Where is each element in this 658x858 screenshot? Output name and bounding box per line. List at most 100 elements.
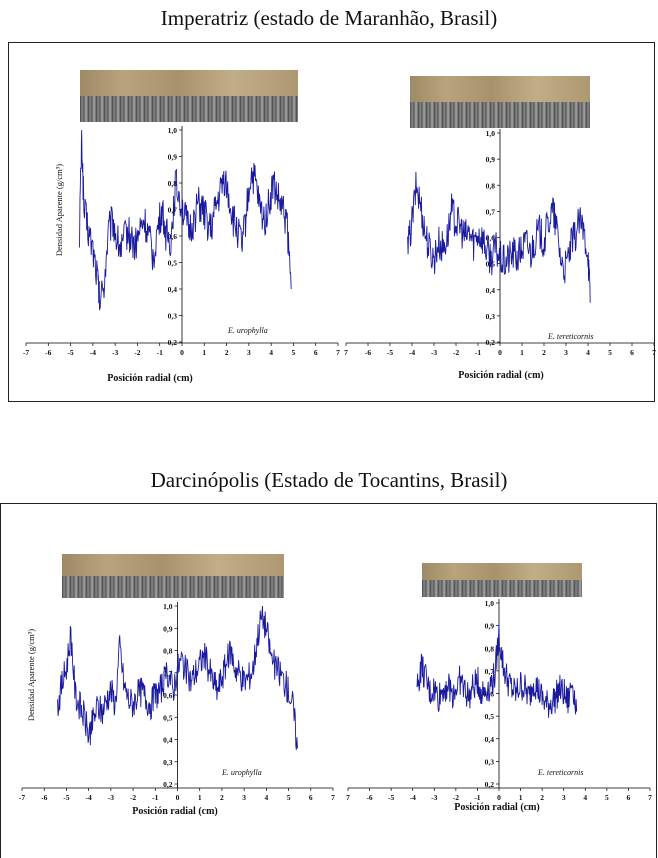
x-tick-label: -3 <box>108 793 114 802</box>
x-tick-label: -6 <box>41 793 47 802</box>
y-tick-label: 0,3 <box>163 758 173 767</box>
y-tick-label: 0,5 <box>485 712 495 721</box>
x-tick-label: -5 <box>387 348 393 357</box>
x-tick-label: 6 <box>309 793 313 802</box>
x-tick-label: -2 <box>134 348 140 357</box>
y-tick-label: 0,8 <box>486 181 496 190</box>
x-tick-label: -4 <box>90 348 96 357</box>
x-tick-label: 7 <box>648 793 652 802</box>
x-tick-label: 6 <box>630 348 634 357</box>
section-title-darcinopolis: Darcinópolis (Estado de Tocantins, Brasi… <box>150 468 508 492</box>
y-tick-label: 0,5 <box>163 713 173 722</box>
x-tick-label: -5 <box>67 348 73 357</box>
x-tick-label: -7 <box>19 793 25 802</box>
y-tick-label: 0,7 <box>485 667 495 676</box>
chart-frame-darcinopolis <box>0 503 657 858</box>
x-tick-label: -3 <box>431 348 437 357</box>
y-tick-label: 0,9 <box>486 155 496 164</box>
y-tick-label: 0,2 <box>168 338 178 347</box>
wood-sample-image-2 <box>410 76 590 128</box>
x-tick-label: 1 <box>202 348 206 357</box>
x-tick-label: 1 <box>520 348 524 357</box>
y-tick-label: 0,3 <box>485 757 495 766</box>
x-tick-label: -5 <box>63 793 69 802</box>
x-tick-label: 2 <box>542 348 546 357</box>
y-axis-label: Densidad Aparente (g/cm³) <box>26 629 36 721</box>
y-tick-label: 0,7 <box>163 669 173 678</box>
wood-sample-image-3 <box>62 554 284 598</box>
x-tick-label: 4 <box>264 793 268 802</box>
series-line <box>407 171 591 303</box>
y-tick-label: 0,7 <box>168 206 178 215</box>
species-label: E. tereticornis <box>547 332 593 341</box>
y-tick-label: 0,7 <box>486 207 496 216</box>
x-tick-label: 7 <box>331 793 335 802</box>
y-tick-label: 1,0 <box>163 602 173 611</box>
y-tick-label: 0,8 <box>168 179 178 188</box>
x-tick-label: -1 <box>475 348 481 357</box>
y-tick-label: 0,4 <box>486 286 496 295</box>
y-tick-label: 0,3 <box>486 312 496 321</box>
x-tick-label: -2 <box>130 793 136 802</box>
x-tick-label: -6 <box>45 348 51 357</box>
x-tick-label: -3 <box>112 348 118 357</box>
y-tick-label: 0,2 <box>163 780 173 789</box>
x-tick-label: 7 <box>336 348 340 357</box>
x-tick-label: -7 <box>23 348 29 357</box>
x-tick-label: 7 <box>344 348 348 357</box>
species-label: E. urophylla <box>227 326 268 335</box>
x-tick-label: 5 <box>287 793 291 802</box>
section-title-imperatriz: Imperatriz (estado de Maranhão, Brasil) <box>160 6 498 30</box>
y-tick-label: 1,0 <box>168 126 178 135</box>
x-tick-label: -1 <box>152 793 158 802</box>
x-tick-label: -1 <box>474 793 480 802</box>
y-tick-label: 0,8 <box>485 644 495 653</box>
x-tick-label: 3 <box>562 793 566 802</box>
x-tick-label: 5 <box>608 348 612 357</box>
x-tick-label: 6 <box>627 793 631 802</box>
x-tick-label: -2 <box>453 793 459 802</box>
y-tick-label: 0,8 <box>163 647 173 656</box>
series-line <box>79 129 292 312</box>
x-tick-label: -6 <box>365 348 371 357</box>
x-tick-label: 3 <box>242 793 246 802</box>
x-tick-label: -4 <box>410 793 416 802</box>
x-axis-label: Posición radial (cm) <box>132 806 218 817</box>
x-tick-label: 1 <box>519 793 523 802</box>
wood-sample-image-4 <box>422 563 582 597</box>
y-tick-label: 1,0 <box>485 599 495 608</box>
x-tick-label: 2 <box>540 793 544 802</box>
x-tick-label: 2 <box>220 793 224 802</box>
y-tick-label: 0,6 <box>168 232 178 241</box>
species-label: E. tereticornis <box>537 768 583 777</box>
x-tick-label: 0 <box>180 348 184 357</box>
y-tick-label: 0,3 <box>168 312 178 321</box>
y-tick-label: 0,4 <box>168 285 178 294</box>
species-label: E. urophylla <box>221 768 262 777</box>
x-axis-label: Posición radial (cm) <box>107 373 193 384</box>
x-tick-label: 4 <box>586 348 590 357</box>
x-tick-label: -1 <box>157 348 163 357</box>
x-axis-label: Posición radial (cm) <box>458 370 544 381</box>
y-tick-label: 0,2 <box>486 338 496 347</box>
x-tick-label: 1 <box>198 793 202 802</box>
x-tick-label: 2 <box>225 348 229 357</box>
x-axis-label: Posición radial (cm) <box>454 802 540 813</box>
series-line <box>57 605 298 751</box>
x-tick-label: 3 <box>564 348 568 357</box>
y-tick-label: 0,9 <box>485 622 495 631</box>
wood-sample-image-1 <box>80 70 298 122</box>
y-tick-label: 0,4 <box>485 735 495 744</box>
x-tick-label: 6 <box>314 348 318 357</box>
y-tick-label: 0,4 <box>163 736 173 745</box>
x-tick-label: -4 <box>409 348 415 357</box>
y-tick-label: 1,0 <box>486 129 496 138</box>
x-tick-label: 0 <box>497 793 501 802</box>
y-axis-label: Densidad Aparente (g/cm³) <box>54 164 64 256</box>
x-tick-label: 4 <box>269 348 273 357</box>
y-tick-label: 0,9 <box>168 153 178 162</box>
x-tick-label: 4 <box>583 793 587 802</box>
x-tick-label: 0 <box>498 348 502 357</box>
y-tick-label: 0,5 <box>168 259 178 268</box>
